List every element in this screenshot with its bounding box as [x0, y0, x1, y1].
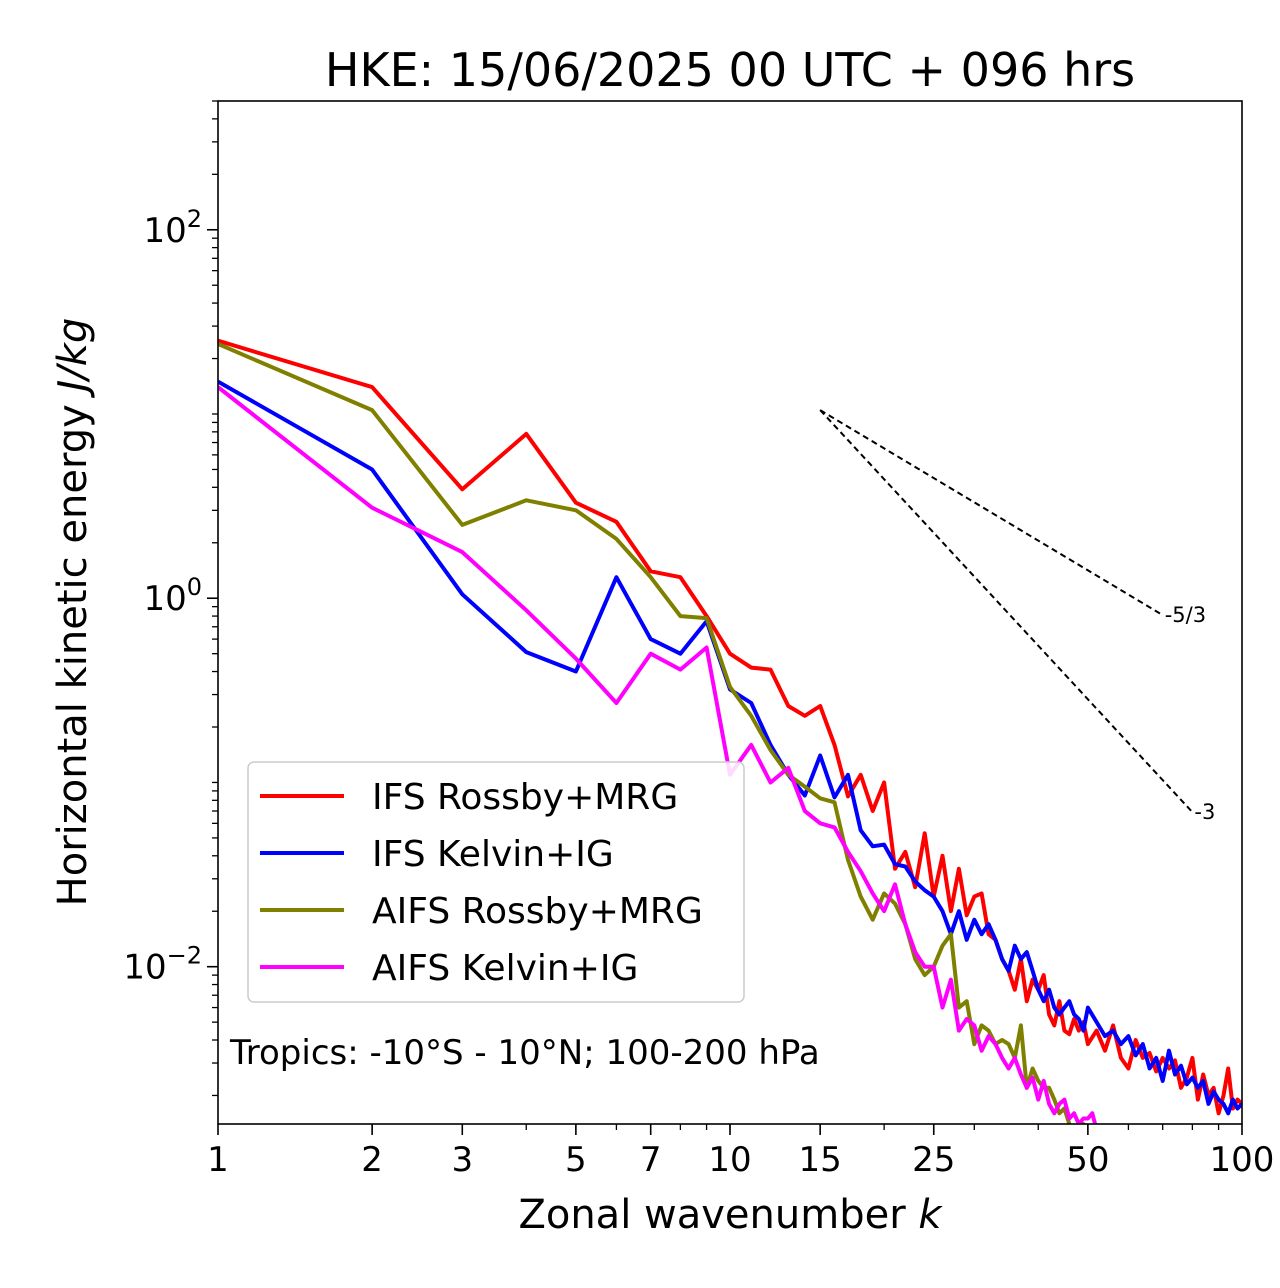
reference-slope-line-1: [819, 409, 1164, 616]
y-axis-unit: J/kg: [50, 318, 96, 399]
x-tick-label: 10: [708, 1140, 751, 1180]
legend-label-ifs-kelvin-ig: IFS Kelvin+IG: [372, 834, 614, 875]
y-tick-label: 10−2: [123, 942, 202, 988]
x-axis-variable: k: [918, 1192, 943, 1238]
x-tick-label: 2: [361, 1140, 383, 1180]
x-axis: 1 2 3 5 7 10 15 25 50 100: [207, 1124, 1274, 1180]
x-tick-label: 5: [565, 1140, 587, 1180]
series-line-aifs-kelvin-ig: [218, 385, 1098, 1124]
x-axis-label: Zonal wavenumber: [518, 1192, 906, 1238]
legend-box: [247, 761, 745, 1003]
legend-label-ifs-rossby-mrg: IFS Rossby+MRG: [372, 777, 678, 818]
x-tick-label: 7: [640, 1140, 662, 1180]
reference-slopes: -5/3 -3: [819, 409, 1215, 824]
plot-lines: [218, 338, 1242, 1124]
x-tick-label: 50: [1066, 1140, 1109, 1180]
reference-slope-label-2: -3: [1194, 800, 1215, 824]
y-tick-label: 102: [143, 205, 202, 251]
x-tick-label: 100: [1210, 1140, 1275, 1180]
y-tick-label: 100: [143, 573, 202, 619]
legend-label-aifs-rossby-mrg: AIFS Rossby+MRG: [372, 891, 703, 932]
chart-title: HKE: 15/06/2025 00 UTC + 096 hrs: [325, 43, 1135, 97]
x-tick-label: 1: [207, 1140, 229, 1180]
legend: IFS Rossby+MRG IFS Kelvin+IG AIFS Rossby+M…: [247, 761, 745, 1003]
legend-label-aifs-kelvin-ig: AIFS Kelvin+IG: [372, 948, 638, 989]
x-axis-title: Zonal wavenumber k: [518, 1192, 943, 1238]
reference-slope-line-2: [819, 409, 1194, 813]
y-axis-title: Horizontal kinetic energy J/kg: [50, 318, 96, 907]
series-line-aifs-rossby-mrg: [218, 342, 1086, 1124]
y-axis-label: Horizontal kinetic energy: [50, 404, 96, 906]
x-tick-label: 15: [799, 1140, 842, 1180]
series-line-ifs-rossby-mrg: [218, 338, 1242, 1116]
x-tick-label: 3: [451, 1140, 473, 1180]
series-line-ifs-kelvin-ig: [218, 379, 1242, 1116]
reference-slope-label-1: -5/3: [1165, 603, 1206, 627]
region-annotation: Tropics: -10°S - 10°N; 100-200 hPa: [229, 1033, 820, 1073]
x-tick-label: 25: [912, 1140, 955, 1180]
y-axis: 10−2 100 102: [123, 100, 218, 1097]
